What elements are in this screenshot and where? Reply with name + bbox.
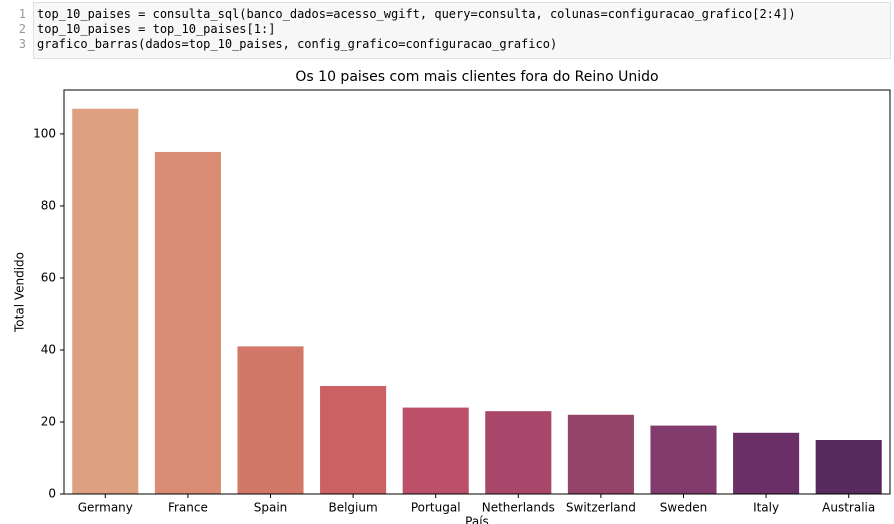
x-axis-label: País [465, 515, 489, 524]
x-tick-label: Germany [78, 501, 133, 515]
y-tick-label: 80 [41, 198, 56, 212]
bar [815, 439, 882, 494]
x-tick-label: Switzerland [566, 501, 636, 515]
line-number: 3 [18, 37, 26, 51]
plot-frame [63, 89, 891, 495]
bar [237, 346, 304, 494]
code-line: top_10_paises = consulta_sql(banco_dados… [37, 7, 796, 21]
bar [402, 407, 469, 494]
x-tick-label: Italy [753, 501, 779, 515]
bar [733, 432, 800, 494]
code-cell: 1 top_10_paises = consulta_sql(banco_dado… [0, 0, 894, 60]
bar [650, 425, 717, 494]
y-tick-label: 40 [41, 342, 56, 356]
bar [320, 385, 387, 494]
chart-title: Os 10 paises com mais clientes fora do R… [295, 69, 658, 85]
x-tick-label: Spain [254, 501, 288, 515]
bar [72, 108, 139, 495]
code-box [33, 2, 891, 59]
code-line: grafico_barras(dados=top_10_paises, conf… [37, 37, 558, 51]
y-tick-label: 20 [41, 414, 56, 428]
y-tick-label: 0 [48, 487, 56, 501]
x-tick-label: Sweden [660, 501, 707, 515]
bar [154, 151, 221, 495]
line-number: 1 [18, 7, 26, 21]
x-tick-label: France [168, 501, 208, 515]
x-tick-label: Portugal [411, 501, 461, 515]
bar [567, 414, 634, 494]
x-tick-label: Australia [822, 501, 875, 515]
x-tick-label: Belgium [328, 501, 377, 515]
code-line: top_10_paises = top_10_paises[1:] [37, 22, 276, 36]
y-tick-label: 100 [33, 126, 56, 140]
y-axis-label: Total Vendido [13, 252, 27, 333]
bar [485, 411, 552, 494]
x-tick-label: Netherlands [482, 501, 555, 515]
line-number: 2 [18, 22, 26, 36]
y-tick-label: 60 [41, 270, 56, 284]
